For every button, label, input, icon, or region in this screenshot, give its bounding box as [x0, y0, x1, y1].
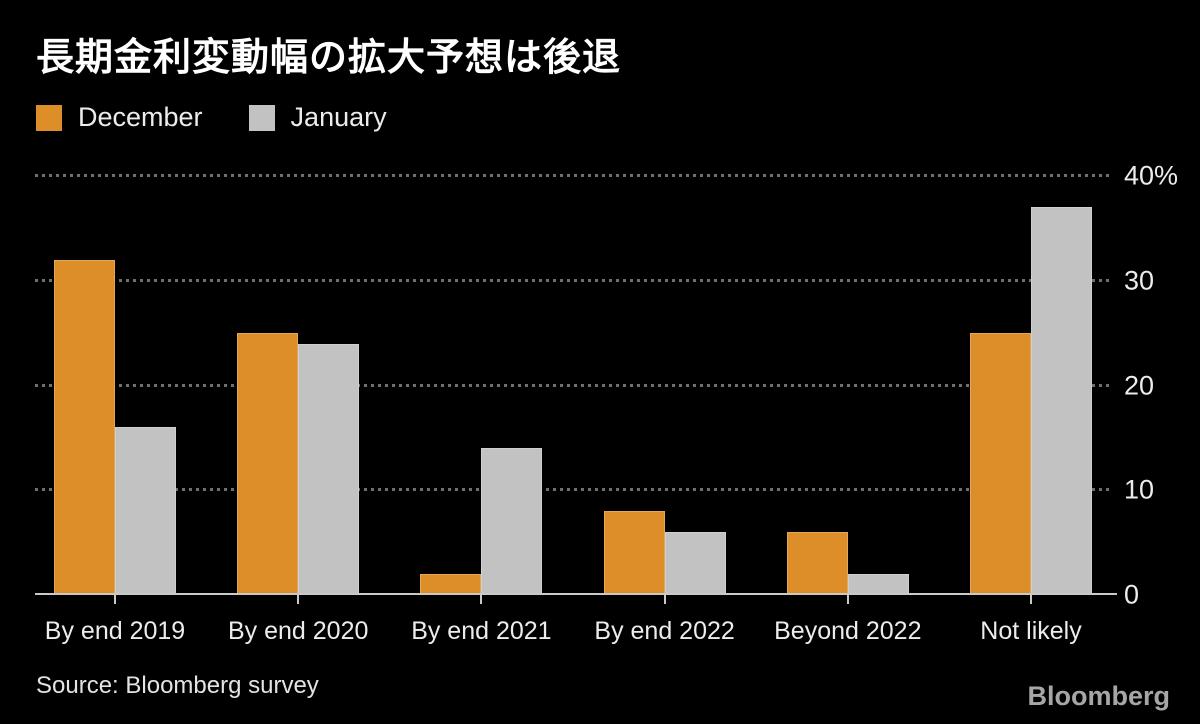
legend-swatch-january [248, 104, 275, 131]
y-axis-label-10: 10 [1124, 474, 1155, 505]
x-axis-label-4: Beyond 2022 [774, 617, 922, 645]
source-note: Source: Bloomberg survey [36, 672, 319, 699]
x-axis-label-0: By end 2019 [44, 617, 186, 645]
y-axis-label-40: 40% [1124, 160, 1179, 191]
bar-december-beyond-2022 [786, 532, 848, 595]
legend-label: December [78, 102, 203, 132]
bar-january-by-end-2021 [481, 448, 543, 595]
x-tick-0 [114, 595, 116, 604]
gridline-10 [35, 488, 1112, 492]
x-axis-label-5: Not likely [980, 617, 1082, 645]
x-tick-5 [1030, 595, 1032, 604]
gridline-40 [35, 174, 1112, 177]
y-axis-label-20: 20 [1124, 370, 1155, 400]
legend-item-december: December [36, 102, 203, 133]
bar-january-beyond-2022 [847, 574, 909, 595]
plot-area [35, 174, 1112, 595]
chart-title: 長期金利変動幅の拡大予想は後退 [36, 37, 622, 79]
x-axis-label-1: By end 2020 [227, 617, 369, 645]
x-tick-1 [297, 595, 300, 604]
legend: December January [36, 102, 387, 133]
bar-january-by-end-2022 [664, 532, 726, 595]
y-axis-label-30: 30 [1124, 265, 1155, 296]
legend-label: January [290, 102, 387, 132]
bar-december-by-end-2022 [603, 511, 665, 595]
legend-item-january: January [248, 102, 387, 133]
x-tick-3 [663, 595, 666, 604]
y-axis-label-0: 0 [1124, 579, 1140, 610]
x-axis-line [35, 593, 1117, 595]
bar-december-by-end-2021 [420, 574, 482, 595]
bar-january-not-likely [1031, 207, 1092, 595]
gridline-30 [35, 278, 1112, 282]
x-tick-2 [480, 595, 483, 604]
x-tick-4 [846, 595, 849, 604]
bar-december-by-end-2020 [237, 333, 299, 595]
bar-december-by-end-2019 [54, 259, 115, 595]
bar-december-not-likely [970, 333, 1031, 595]
gridline-20 [35, 383, 1112, 387]
legend-swatch-december [36, 104, 62, 131]
x-axis-label-2: By end 2021 [411, 617, 552, 645]
bar-january-by-end-2020 [298, 343, 360, 595]
bloomberg-logo: Bloomberg [1027, 681, 1170, 711]
bar-january-by-end-2019 [115, 427, 176, 595]
x-axis-label-3: By end 2022 [594, 617, 735, 645]
